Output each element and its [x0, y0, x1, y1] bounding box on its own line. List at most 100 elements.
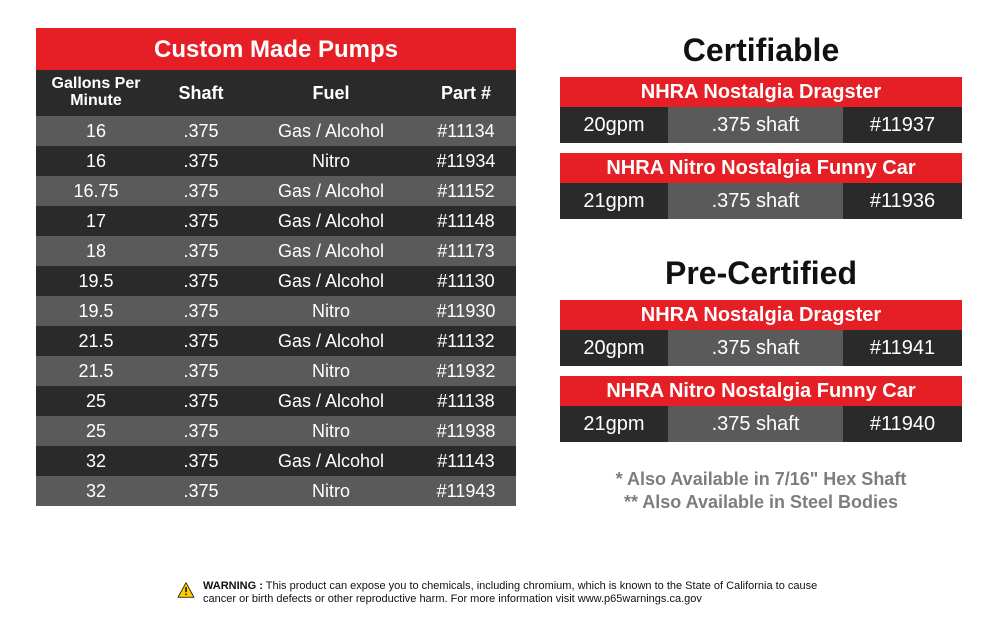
card-cell-shaft: .375 shaft	[668, 107, 843, 143]
cell-part: #11148	[416, 211, 516, 232]
cell-shaft: .375	[156, 481, 246, 502]
cell-shaft: .375	[156, 151, 246, 172]
footnote-2: ** Also Available in Steel Bodies	[560, 491, 962, 514]
cell-shaft: .375	[156, 241, 246, 262]
card-header: NHRA Nitro Nostalgia Funny Car	[560, 376, 962, 406]
card-cell-gpm: 21gpm	[560, 406, 668, 442]
cell-fuel: Gas / Alcohol	[246, 241, 416, 262]
table-title: Custom Made Pumps	[36, 28, 516, 70]
cell-fuel: Gas / Alcohol	[246, 391, 416, 412]
card-certifiable-dragster: NHRA Nostalgia Dragster 20gpm .375 shaft…	[560, 77, 962, 143]
table-row: 18.375Gas / Alcohol#11173	[36, 236, 516, 266]
section-title-certifiable: Certifiable	[560, 32, 962, 69]
cell-fuel: Gas / Alcohol	[246, 271, 416, 292]
cell-shaft: .375	[156, 121, 246, 142]
page-layout: Custom Made Pumps Gallons PerMinute Shaf…	[36, 28, 964, 515]
footnotes: * Also Available in 7/16" Hex Shaft ** A…	[560, 468, 962, 515]
card-cell-part: #11937	[843, 107, 962, 143]
cell-gpm: 17	[36, 211, 156, 232]
cell-part: #11138	[416, 391, 516, 412]
table-header-row: Gallons PerMinute Shaft Fuel Part #	[36, 70, 516, 116]
prop65-warning: WARNING : This product can expose you to…	[0, 580, 1000, 608]
cell-part: #11943	[416, 481, 516, 502]
cell-gpm: 16	[36, 151, 156, 172]
card-precertified-funnycar: NHRA Nitro Nostalgia Funny Car 21gpm .37…	[560, 376, 962, 442]
right-column: Certifiable NHRA Nostalgia Dragster 20gp…	[560, 28, 962, 515]
cell-shaft: .375	[156, 301, 246, 322]
table-row: 21.5.375Gas / Alcohol#11132	[36, 326, 516, 356]
cell-fuel: Gas / Alcohol	[246, 121, 416, 142]
table-row: 32.375Nitro#11943	[36, 476, 516, 506]
cell-part: #11130	[416, 271, 516, 292]
col-header-shaft: Shaft	[156, 83, 246, 104]
cell-gpm: 19.5	[36, 301, 156, 322]
table-row: 17.375Gas / Alcohol#11148	[36, 206, 516, 236]
cell-fuel: Nitro	[246, 421, 416, 442]
cell-gpm: 21.5	[36, 361, 156, 382]
cell-part: #11132	[416, 331, 516, 352]
cell-part: #11938	[416, 421, 516, 442]
cell-shaft: .375	[156, 451, 246, 472]
cell-shaft: .375	[156, 361, 246, 382]
table-row: 16.75.375Gas / Alcohol#11152	[36, 176, 516, 206]
cell-shaft: .375	[156, 211, 246, 232]
card-cell-shaft: .375 shaft	[668, 406, 843, 442]
cell-gpm: 18	[36, 241, 156, 262]
cell-shaft: .375	[156, 391, 246, 412]
table-row: 16.375Nitro#11934	[36, 146, 516, 176]
cell-fuel: Nitro	[246, 481, 416, 502]
card-row: 20gpm .375 shaft #11941	[560, 330, 962, 366]
cell-shaft: .375	[156, 271, 246, 292]
col-header-fuel: Fuel	[246, 83, 416, 104]
cell-part: #11173	[416, 241, 516, 262]
cell-part: #11932	[416, 361, 516, 382]
cell-fuel: Gas / Alcohol	[246, 181, 416, 202]
cell-fuel: Gas / Alcohol	[246, 451, 416, 472]
cell-fuel: Gas / Alcohol	[246, 331, 416, 352]
warning-label: WARNING :	[203, 580, 263, 592]
card-precertified-dragster: NHRA Nostalgia Dragster 20gpm .375 shaft…	[560, 300, 962, 366]
cell-fuel: Gas / Alcohol	[246, 211, 416, 232]
card-cell-part: #11940	[843, 406, 962, 442]
warning-text: WARNING : This product can expose you to…	[203, 580, 823, 608]
card-header: NHRA Nitro Nostalgia Funny Car	[560, 153, 962, 183]
card-cell-gpm: 21gpm	[560, 183, 668, 219]
card-cell-shaft: .375 shaft	[668, 183, 843, 219]
cell-fuel: Nitro	[246, 361, 416, 382]
card-cell-gpm: 20gpm	[560, 330, 668, 366]
cell-fuel: Nitro	[246, 151, 416, 172]
cell-part: #11134	[416, 121, 516, 142]
card-row: 21gpm .375 shaft #11940	[560, 406, 962, 442]
cell-part: #11152	[416, 181, 516, 202]
cell-gpm: 21.5	[36, 331, 156, 352]
cell-part: #11143	[416, 451, 516, 472]
card-cell-part: #11941	[843, 330, 962, 366]
table-row: 19.5.375Gas / Alcohol#11130	[36, 266, 516, 296]
cell-fuel: Nitro	[246, 301, 416, 322]
card-row: 20gpm .375 shaft #11937	[560, 107, 962, 143]
card-header: NHRA Nostalgia Dragster	[560, 77, 962, 107]
cell-shaft: .375	[156, 421, 246, 442]
table-body: 16.375Gas / Alcohol#1113416.375Nitro#119…	[36, 116, 516, 506]
warning-body: This product can expose you to chemicals…	[203, 580, 817, 606]
custom-made-pumps-table: Custom Made Pumps Gallons PerMinute Shaf…	[36, 28, 516, 506]
cell-part: #11934	[416, 151, 516, 172]
cell-gpm: 32	[36, 451, 156, 472]
table-row: 25.375Nitro#11938	[36, 416, 516, 446]
cell-gpm: 16	[36, 121, 156, 142]
table-row: 16.375Gas / Alcohol#11134	[36, 116, 516, 146]
cell-shaft: .375	[156, 331, 246, 352]
card-row: 21gpm .375 shaft #11936	[560, 183, 962, 219]
card-header: NHRA Nostalgia Dragster	[560, 300, 962, 330]
cell-gpm: 19.5	[36, 271, 156, 292]
table-row: 25.375Gas / Alcohol#11138	[36, 386, 516, 416]
card-certifiable-funnycar: NHRA Nitro Nostalgia Funny Car 21gpm .37…	[560, 153, 962, 219]
card-cell-shaft: .375 shaft	[668, 330, 843, 366]
footnote-1: * Also Available in 7/16" Hex Shaft	[560, 468, 962, 491]
cell-gpm: 16.75	[36, 181, 156, 202]
col-header-gpm: Gallons PerMinute	[36, 76, 156, 110]
table-row: 32.375Gas / Alcohol#11143	[36, 446, 516, 476]
col-header-part: Part #	[416, 83, 516, 104]
table-row: 21.5.375Nitro#11932	[36, 356, 516, 386]
table-row: 19.5.375Nitro#11930	[36, 296, 516, 326]
